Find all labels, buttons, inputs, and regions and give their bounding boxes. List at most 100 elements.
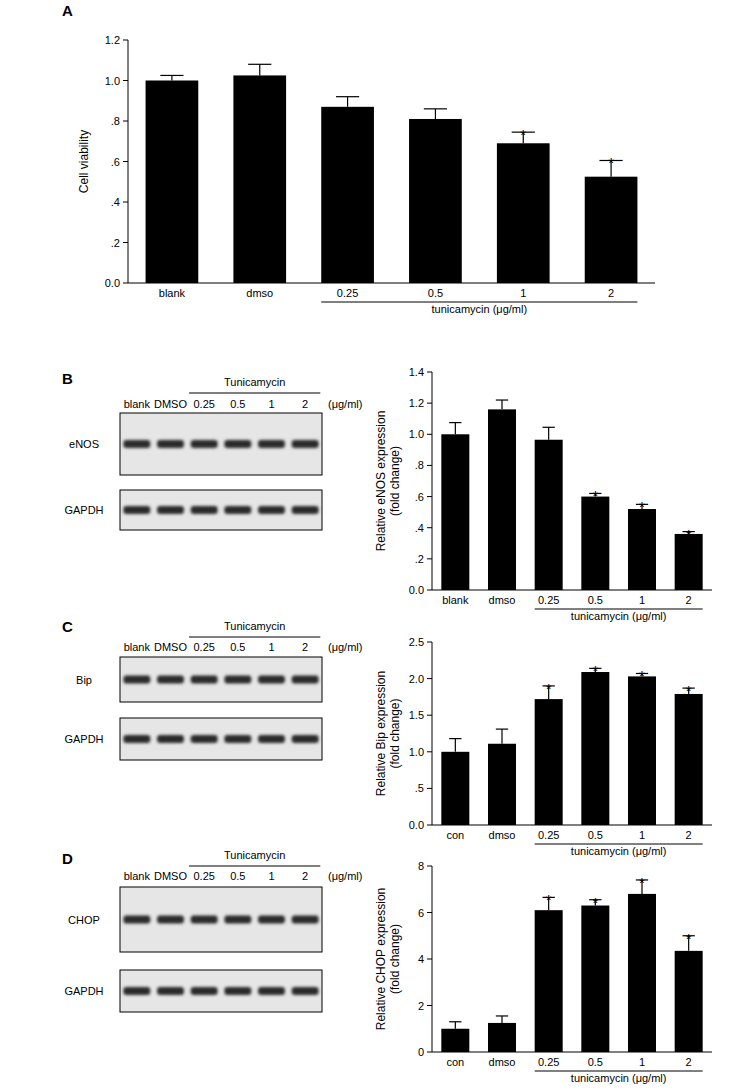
y-tick xyxy=(123,161,128,162)
blot-band xyxy=(292,987,319,995)
bar xyxy=(628,509,656,590)
significance-mark: * xyxy=(639,667,645,684)
x-tick-label: 2 xyxy=(686,1056,692,1068)
lane-label: blank xyxy=(124,641,151,653)
x-tick-label: dmso xyxy=(246,287,273,299)
bar xyxy=(628,676,656,825)
y-tick xyxy=(123,80,128,81)
chart: 0.0.2.4.6.81.01.21.4Relative eNOS expres… xyxy=(374,366,712,622)
y-tick xyxy=(427,527,432,528)
lane-label: 2 xyxy=(302,641,308,653)
blot-band xyxy=(292,916,319,924)
y-axis-label: Relative CHOP expression(fold change) xyxy=(374,888,402,1031)
error-cap xyxy=(449,1021,461,1022)
lane-label: 1 xyxy=(268,398,274,410)
blot-band xyxy=(292,735,319,743)
significance-mark: * xyxy=(546,680,552,697)
lane-label: 1 xyxy=(268,870,274,882)
x-tick-label: dmso xyxy=(489,594,516,606)
y-tick-label: 4 xyxy=(418,953,424,965)
significance-mark: * xyxy=(608,154,614,171)
bar xyxy=(535,910,563,1052)
y-tick xyxy=(123,283,128,284)
y-tick-label: 1.0 xyxy=(105,75,120,87)
error-bar xyxy=(455,739,456,752)
lane-label: 1 xyxy=(268,641,274,653)
y-axis-label-line: Relative CHOP expression xyxy=(374,888,388,1031)
plot-area xyxy=(441,668,702,825)
y-axis-label-line: Relative Bip expression xyxy=(374,671,388,796)
y-tick xyxy=(427,465,432,466)
plot-area xyxy=(146,64,638,283)
y-tick-label: 0.0 xyxy=(105,277,120,289)
y-axis-label-line: (fold change) xyxy=(388,446,402,516)
error-bar xyxy=(501,1016,502,1023)
panel-label: B xyxy=(62,370,73,387)
blot-band xyxy=(258,735,285,743)
x-tick-label: 1 xyxy=(639,829,645,841)
bar xyxy=(581,497,609,590)
y-tick-label: 0 xyxy=(418,1046,424,1058)
x-tick-label: 0.25 xyxy=(337,287,358,299)
blot-band xyxy=(157,440,184,448)
blot-band xyxy=(157,916,184,924)
x-tick-label: 0.5 xyxy=(588,1056,603,1068)
y-tick-label: 1.0 xyxy=(409,746,424,758)
x-axis xyxy=(432,1052,712,1053)
group-line xyxy=(189,866,320,867)
x-axis-label: tunicamycin (μg/ml) xyxy=(571,845,667,857)
blot-membrane xyxy=(120,970,322,1012)
bar xyxy=(233,75,286,283)
blot-band xyxy=(224,735,251,743)
x-tick-label: 0.5 xyxy=(588,829,603,841)
panel-label: A xyxy=(62,2,73,19)
blot-band xyxy=(123,987,150,995)
y-tick-label: .8 xyxy=(111,115,120,127)
blot-membrane xyxy=(120,413,322,475)
error-bar xyxy=(501,400,502,409)
y-tick-label: 2.5 xyxy=(409,636,424,648)
y-axis xyxy=(432,642,433,825)
y-tick xyxy=(427,751,432,752)
bar xyxy=(409,119,462,283)
y-tick-label: 1.5 xyxy=(409,709,424,721)
y-tick-label: 1.2 xyxy=(105,34,120,46)
group-label: Tunicamycin xyxy=(224,849,285,861)
bar xyxy=(628,894,656,1052)
x-axis xyxy=(432,590,712,591)
group-label: Tunicamycin xyxy=(224,620,285,632)
y-tick-label: 1.0 xyxy=(409,428,424,440)
y-tick-label: .5 xyxy=(415,782,424,794)
blot-band xyxy=(191,676,218,684)
y-tick-label: 0.0 xyxy=(409,584,424,596)
x-tick-label: dmso xyxy=(489,829,516,841)
plot-area xyxy=(441,880,702,1052)
blot-band xyxy=(224,440,251,448)
unit-label: (μg/ml) xyxy=(328,870,362,882)
blot-band xyxy=(191,735,218,743)
x-tick-label: 0.5 xyxy=(428,287,443,299)
blot-band xyxy=(123,676,150,684)
blot-band xyxy=(157,676,184,684)
significance-mark: * xyxy=(592,894,598,911)
significance-mark: * xyxy=(592,662,598,679)
lane-label: 0.25 xyxy=(193,641,214,653)
blot-band xyxy=(292,676,319,684)
error-bar xyxy=(259,64,260,75)
blot: blankDMSO0.250.512(μg/ml)TunicamycinCHOP… xyxy=(64,849,362,1012)
blot-band xyxy=(258,676,285,684)
blot-band xyxy=(191,987,218,995)
error-bar xyxy=(347,97,348,107)
chart: 02468Relative CHOP expression(fold chang… xyxy=(374,860,712,1084)
group-line xyxy=(189,637,320,638)
bar xyxy=(488,409,516,590)
bar xyxy=(488,1023,516,1052)
bar xyxy=(675,951,703,1052)
blot-membrane xyxy=(120,887,322,952)
y-tick xyxy=(427,959,432,960)
y-tick xyxy=(427,590,432,591)
y-tick xyxy=(427,825,432,826)
blot-band xyxy=(224,506,251,514)
blot-band xyxy=(292,440,319,448)
x-tick-label: blank xyxy=(442,594,469,606)
